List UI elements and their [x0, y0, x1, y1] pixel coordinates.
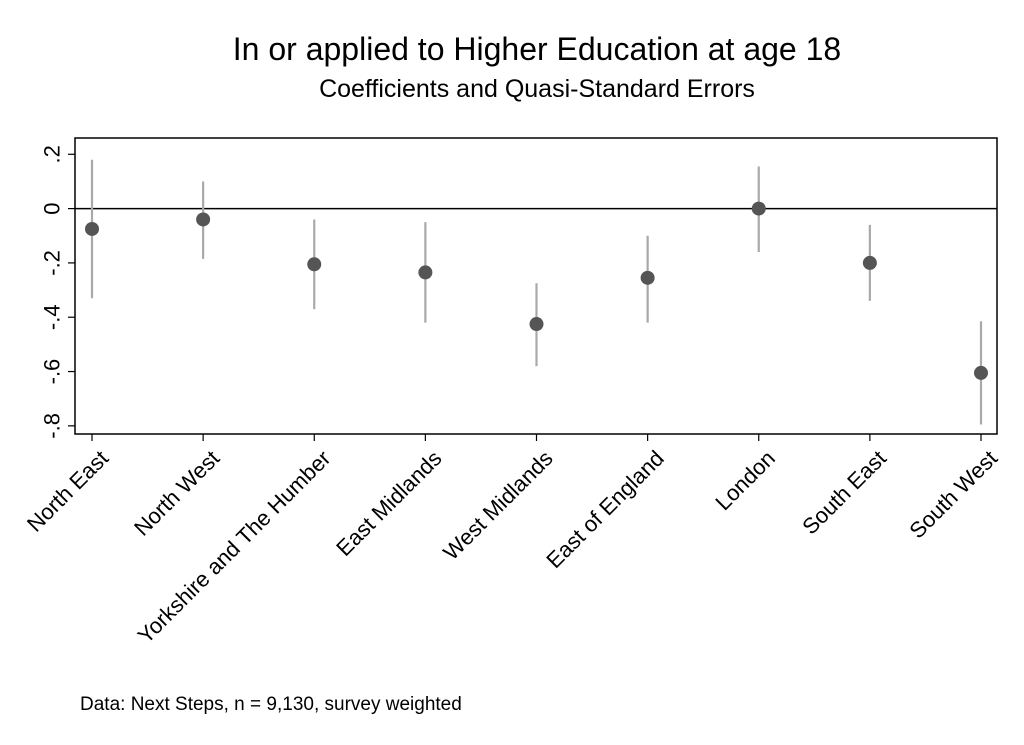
coefficient-marker	[640, 270, 655, 285]
x-tick-label: Yorkshire and The Humber	[133, 446, 336, 649]
y-tick-label: .2	[40, 145, 65, 163]
y-tick-label: -.4	[40, 304, 65, 330]
y-tick-label: -.2	[40, 250, 65, 276]
x-tick-label: South West	[904, 446, 1002, 544]
plot-area: .2 0 -.2 -.4 -.6 -.8 North East North WestYorks…	[22, 137, 1002, 649]
y-tick-label: -.8	[40, 413, 65, 439]
x-tick-label: East of England	[541, 446, 669, 574]
x-tick-label: North West	[129, 446, 224, 541]
coefficient-marker	[862, 255, 877, 270]
x-tick-label: London	[710, 446, 780, 516]
chart-title: In or applied to Higher Education at age…	[233, 31, 841, 67]
coefficient-marker	[85, 221, 99, 236]
coefficient-marker	[751, 201, 766, 216]
x-tick-label: West Midlands	[438, 446, 557, 565]
y-tick-label: -.6	[40, 359, 65, 385]
x-tick-label: South East	[797, 446, 891, 540]
coefficient-marker	[418, 265, 433, 280]
coefficient-marker	[307, 257, 322, 272]
coefficient-marker	[196, 212, 211, 227]
coefficient-marker	[529, 317, 544, 332]
data-note: Data: Next Steps, n = 9,130, survey weig…	[80, 694, 462, 715]
x-tick-label: North East	[22, 446, 113, 537]
coefficient-marker	[974, 365, 988, 380]
y-tick-label: 0	[40, 202, 65, 214]
x-tick-label: East Midlands	[331, 446, 446, 561]
chart-subtitle: Coefficients and Quasi-Standard Errors	[319, 75, 755, 103]
